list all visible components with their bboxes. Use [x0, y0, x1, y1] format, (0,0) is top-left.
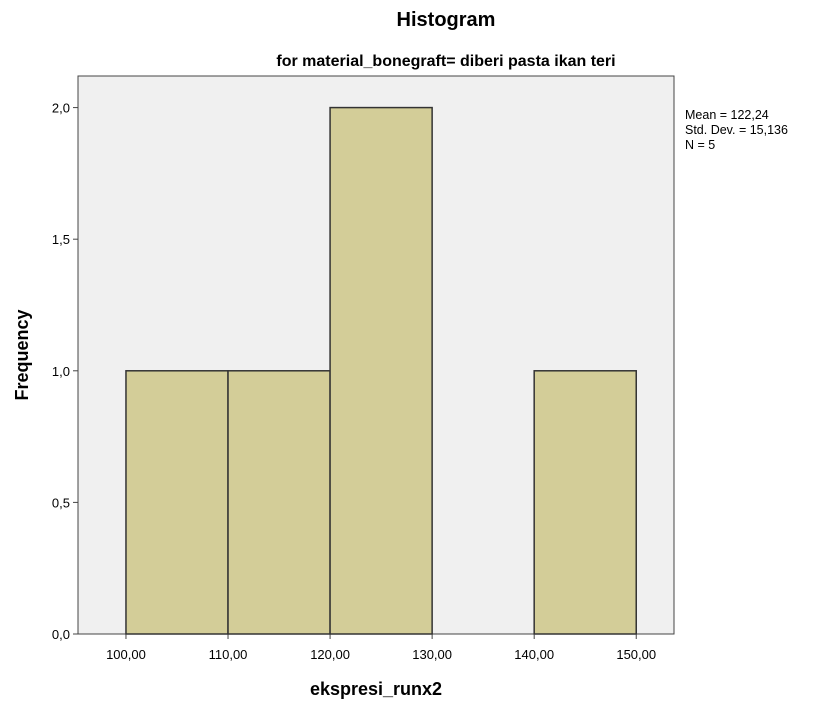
x-tick-label: 150,00 — [616, 647, 656, 662]
y-tick-label: 1,5 — [52, 232, 70, 247]
stats-legend: Mean = 122,24 Std. Dev. = 15,136 N = 5 — [685, 108, 788, 152]
stat-n: N = 5 — [685, 138, 715, 152]
y-axis: 0,0 0,5 1,0 1,5 2,0 — [52, 101, 78, 642]
histogram-bar — [533, 370, 637, 635]
y-tick-label: 2,0 — [52, 101, 70, 116]
x-tick-label: 110,00 — [209, 647, 248, 662]
x-tick-label: 140,00 — [514, 647, 554, 662]
y-tick-label: 1,0 — [52, 364, 70, 379]
chart-title: Histogram — [397, 9, 496, 31]
x-axis: 100,00 110,00 120,00 130,00 140,00 150,00 — [106, 634, 656, 662]
stat-std-dev: Std. Dev. = 15,136 — [685, 123, 788, 137]
x-axis-title: ekspresi_runx2 — [310, 679, 442, 699]
chart-subtitle: for material_bonegraft= diberi pasta ika… — [276, 53, 615, 70]
x-tick-label: 130,00 — [412, 647, 452, 662]
y-tick-label: 0,0 — [52, 627, 70, 642]
y-axis-title: Frequency — [12, 309, 32, 400]
histogram-bar — [227, 370, 331, 635]
histogram-bar — [125, 370, 229, 635]
stat-mean: Mean = 122,24 — [685, 108, 769, 122]
y-tick-label: 0,5 — [52, 495, 70, 510]
histogram-bar — [329, 106, 433, 635]
x-tick-label: 120,00 — [310, 647, 350, 662]
x-tick-label: 100,00 — [106, 647, 146, 662]
bars-group — [125, 106, 637, 635]
